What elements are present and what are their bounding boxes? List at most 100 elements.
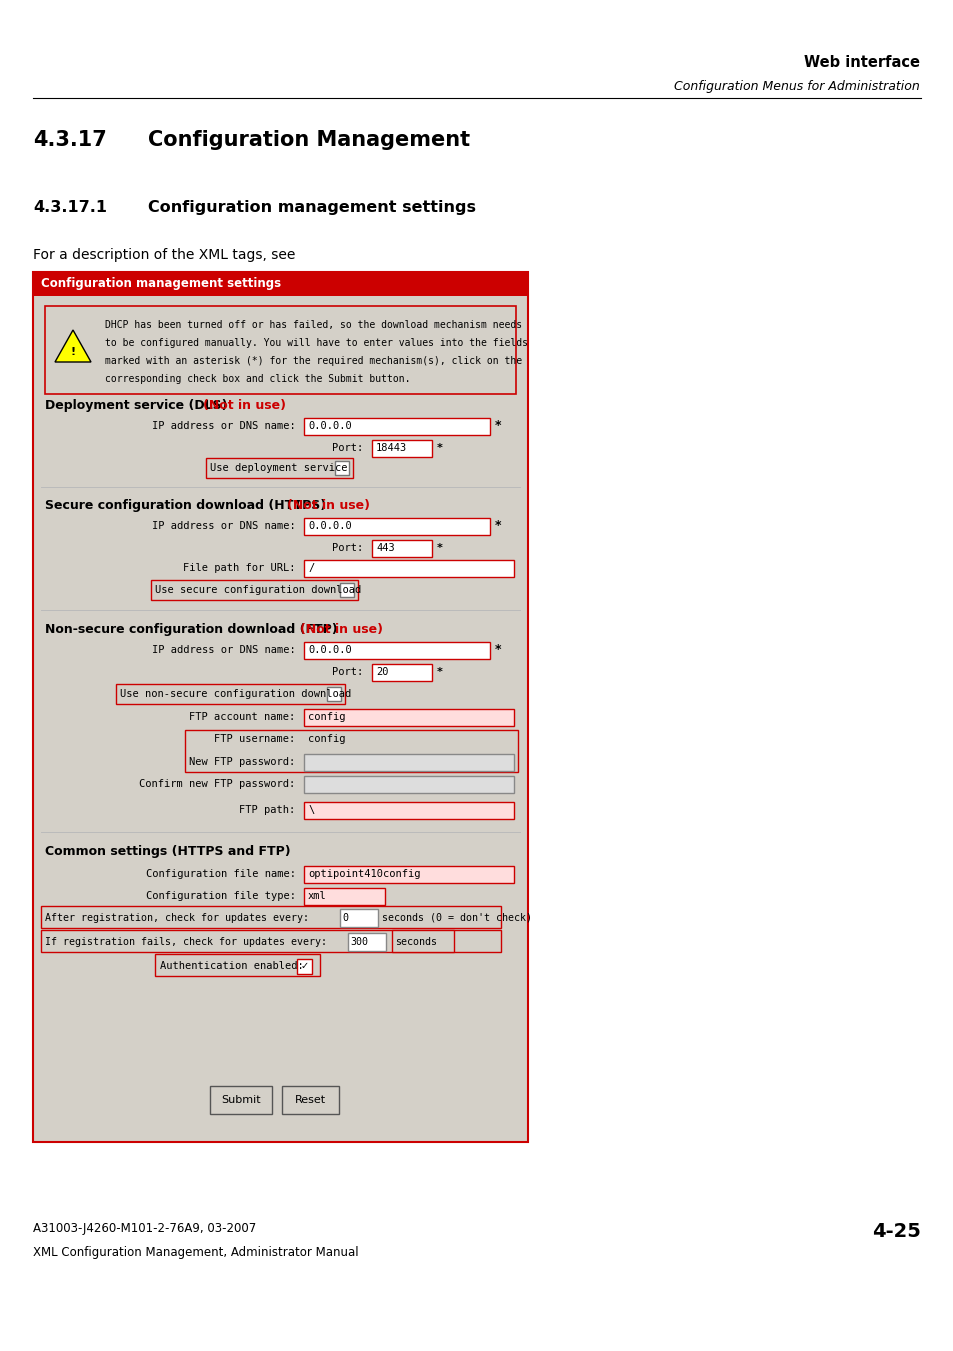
- Text: *: *: [436, 667, 442, 677]
- FancyBboxPatch shape: [304, 801, 514, 819]
- Text: marked with an asterisk (*) for the required mechanism(s), click on the: marked with an asterisk (*) for the requ…: [105, 357, 521, 366]
- Text: Port:: Port:: [333, 667, 370, 677]
- Text: For a description of the XML tags, see: For a description of the XML tags, see: [33, 249, 295, 262]
- Text: 0.0.0.0: 0.0.0.0: [308, 521, 352, 531]
- FancyBboxPatch shape: [335, 461, 349, 476]
- Text: seconds: seconds: [395, 938, 436, 947]
- Text: 300: 300: [350, 938, 368, 947]
- FancyBboxPatch shape: [304, 866, 514, 882]
- Text: 0: 0: [341, 913, 348, 923]
- Text: After registration, check for updates every:: After registration, check for updates ev…: [45, 913, 314, 923]
- Text: XML Configuration Management, Administrator Manual: XML Configuration Management, Administra…: [33, 1246, 358, 1259]
- FancyBboxPatch shape: [116, 684, 345, 704]
- FancyBboxPatch shape: [33, 272, 527, 296]
- Text: *: *: [495, 643, 501, 657]
- Text: IP address or DNS name:: IP address or DNS name:: [152, 422, 302, 431]
- Text: FTP username:: FTP username:: [214, 734, 302, 744]
- Text: Non-secure configuration download (FTP): Non-secure configuration download (FTP): [45, 623, 337, 635]
- Text: Configuration Menus for Administration: Configuration Menus for Administration: [674, 80, 919, 93]
- Text: A31003-J4260-M101-2-76A9, 03-2007: A31003-J4260-M101-2-76A9, 03-2007: [33, 1223, 256, 1235]
- FancyBboxPatch shape: [304, 559, 514, 577]
- Text: \: \: [308, 805, 314, 815]
- Text: *: *: [495, 520, 501, 532]
- FancyBboxPatch shape: [304, 731, 514, 747]
- FancyBboxPatch shape: [392, 929, 454, 952]
- Text: 443: 443: [375, 543, 395, 553]
- Text: IP address or DNS name:: IP address or DNS name:: [152, 521, 302, 531]
- Text: 4-25: 4-25: [871, 1223, 920, 1242]
- Text: Secure configuration download (HTTPS): Secure configuration download (HTTPS): [45, 499, 326, 512]
- Text: *: *: [436, 543, 442, 553]
- Polygon shape: [55, 330, 91, 362]
- Text: Port:: Port:: [333, 543, 370, 553]
- Text: 4.3.17.1: 4.3.17.1: [33, 200, 107, 215]
- FancyBboxPatch shape: [304, 775, 514, 793]
- Text: config: config: [308, 712, 345, 721]
- FancyBboxPatch shape: [210, 1086, 272, 1115]
- Text: Configuration Management: Configuration Management: [148, 130, 470, 150]
- FancyBboxPatch shape: [339, 909, 377, 927]
- Text: Configuration file name:: Configuration file name:: [146, 869, 302, 880]
- Text: Reset: Reset: [294, 1096, 325, 1105]
- Text: Configuration management settings: Configuration management settings: [41, 277, 281, 290]
- Text: seconds (0 = don't check): seconds (0 = don't check): [381, 913, 532, 923]
- FancyBboxPatch shape: [348, 934, 386, 951]
- Text: (Not in use): (Not in use): [300, 623, 383, 635]
- Text: New FTP password:: New FTP password:: [190, 757, 302, 767]
- FancyBboxPatch shape: [372, 539, 432, 557]
- Text: 18443: 18443: [375, 443, 407, 453]
- Text: File path for URL:: File path for URL:: [183, 563, 302, 573]
- Text: FTP account name:: FTP account name:: [190, 712, 302, 721]
- Text: Deployment service (DLS): Deployment service (DLS): [45, 400, 227, 412]
- Text: *: *: [436, 443, 442, 453]
- FancyBboxPatch shape: [151, 580, 358, 600]
- Text: 4.3.17: 4.3.17: [33, 130, 107, 150]
- Text: Submit: Submit: [221, 1096, 260, 1105]
- Text: *: *: [495, 420, 501, 432]
- Text: 0.0.0.0: 0.0.0.0: [308, 422, 352, 431]
- Text: xml: xml: [308, 892, 327, 901]
- FancyBboxPatch shape: [304, 708, 514, 725]
- FancyBboxPatch shape: [304, 642, 490, 658]
- Text: 0.0.0.0: 0.0.0.0: [308, 644, 352, 655]
- FancyBboxPatch shape: [154, 954, 319, 975]
- FancyBboxPatch shape: [33, 272, 527, 1142]
- Text: Use deployment service: Use deployment service: [210, 463, 347, 473]
- FancyBboxPatch shape: [304, 888, 385, 905]
- Text: 20: 20: [375, 667, 388, 677]
- FancyBboxPatch shape: [327, 688, 341, 701]
- Text: IP address or DNS name:: IP address or DNS name:: [152, 644, 302, 655]
- Text: corresponding check box and click the Submit button.: corresponding check box and click the Su…: [105, 374, 410, 384]
- FancyBboxPatch shape: [185, 730, 517, 771]
- Text: If registration fails, check for updates every:: If registration fails, check for updates…: [45, 938, 333, 947]
- Text: (Not in use): (Not in use): [287, 499, 370, 512]
- Text: FTP path:: FTP path:: [239, 805, 302, 815]
- Text: Common settings (HTTPS and FTP): Common settings (HTTPS and FTP): [45, 846, 291, 858]
- Text: Web interface: Web interface: [803, 55, 919, 70]
- FancyBboxPatch shape: [41, 929, 500, 952]
- Text: Configuration file type:: Configuration file type:: [146, 892, 302, 901]
- Text: ✓: ✓: [300, 961, 308, 971]
- Text: Authentication enabled:: Authentication enabled:: [160, 961, 310, 971]
- Text: /: /: [308, 563, 314, 573]
- FancyBboxPatch shape: [206, 458, 353, 478]
- FancyBboxPatch shape: [340, 584, 355, 597]
- Text: config: config: [308, 734, 345, 744]
- FancyBboxPatch shape: [296, 958, 312, 974]
- Text: Port:: Port:: [333, 443, 370, 453]
- Text: !: !: [71, 347, 75, 357]
- FancyBboxPatch shape: [282, 1086, 338, 1115]
- Text: Configuration management settings: Configuration management settings: [148, 200, 476, 215]
- FancyBboxPatch shape: [41, 907, 500, 928]
- Text: (Not in use): (Not in use): [203, 400, 286, 412]
- FancyBboxPatch shape: [372, 663, 432, 681]
- Text: Use non-secure configuration download: Use non-secure configuration download: [120, 689, 351, 698]
- FancyBboxPatch shape: [304, 417, 490, 435]
- Text: to be configured manually. You will have to enter values into the fields: to be configured manually. You will have…: [105, 338, 527, 349]
- FancyBboxPatch shape: [372, 439, 432, 457]
- FancyBboxPatch shape: [304, 517, 490, 535]
- FancyBboxPatch shape: [45, 305, 516, 394]
- Text: DHCP has been turned off or has failed, so the download mechanism needs: DHCP has been turned off or has failed, …: [105, 320, 521, 330]
- FancyBboxPatch shape: [304, 754, 514, 770]
- Text: Confirm new FTP password:: Confirm new FTP password:: [139, 780, 302, 789]
